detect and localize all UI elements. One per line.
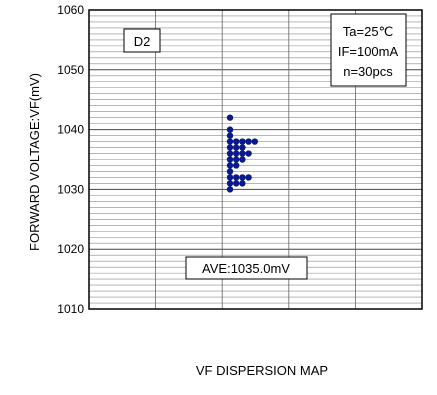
average-label-box: AVE:1035.0mV: [185, 256, 308, 280]
data-point: [226, 126, 234, 133]
data-point: [226, 186, 234, 193]
data-point: [233, 150, 240, 157]
condition-temperature: Ta=25℃: [343, 24, 393, 39]
chart-caption: VF DISPERSION MAP: [196, 363, 328, 378]
plot-frame: [88, 9, 423, 310]
y-tick-label: 1030: [57, 182, 84, 196]
condition-current: IF=100mA: [338, 44, 399, 59]
sample-label-box: D2: [123, 28, 161, 53]
y-axis-label: FORWARD VOLTAGE:VF(mV): [27, 73, 42, 251]
data-point: [226, 138, 234, 145]
data-point: [245, 150, 252, 157]
data-point: [226, 150, 234, 157]
y-tick-label: 1060: [57, 3, 84, 17]
data-point: [239, 144, 246, 151]
y-tick-label: 1010: [57, 302, 84, 316]
data-point: [233, 144, 240, 151]
data-point: [226, 156, 234, 163]
data-point: [233, 138, 240, 145]
data-point: [226, 144, 234, 151]
data-points: [226, 114, 258, 193]
data-point: [245, 138, 252, 145]
data-point: [233, 174, 240, 181]
data-point: [239, 150, 246, 157]
data-point: [251, 138, 258, 145]
data-point: [233, 180, 240, 187]
data-point: [245, 174, 252, 181]
data-point: [239, 180, 246, 187]
y-axis-ticks: 1010 1020 1030 1040 1050 1060: [57, 3, 84, 316]
data-point: [239, 174, 246, 181]
condition-sample-count: n=30pcs: [343, 64, 393, 79]
data-point: [226, 180, 234, 187]
y-tick-label: 1020: [57, 242, 84, 256]
data-point: [226, 132, 234, 139]
data-point: [239, 138, 246, 145]
conditions-box: Ta=25℃ IF=100mA n=30pcs: [330, 13, 407, 87]
y-tick-label: 1040: [57, 123, 84, 137]
data-point: [226, 162, 234, 169]
data-point: [233, 156, 240, 163]
average-label-text: AVE:1035.0mV: [202, 261, 290, 276]
sample-label-text: D2: [134, 34, 151, 49]
data-point: [226, 114, 234, 121]
data-point: [239, 156, 246, 163]
data-point: [226, 168, 234, 175]
y-tick-label: 1050: [57, 63, 84, 77]
data-point: [233, 162, 240, 169]
data-point: [226, 174, 234, 181]
